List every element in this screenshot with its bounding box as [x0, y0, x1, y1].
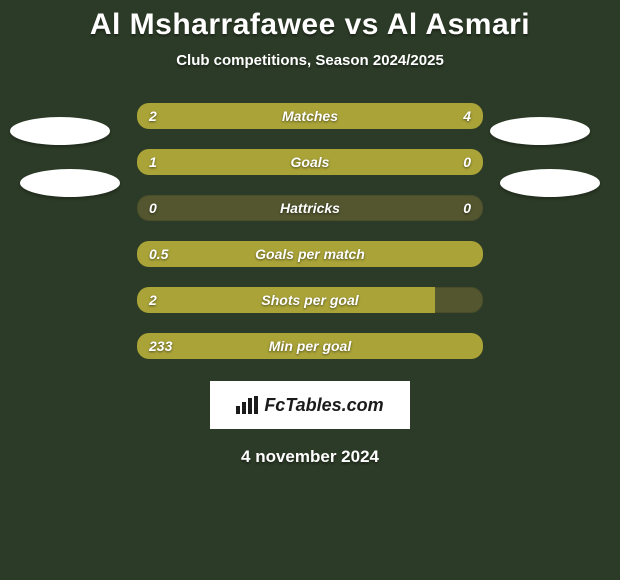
metric-label: Goals [291, 154, 330, 170]
right-value: 0 [463, 154, 471, 170]
left-value: 0.5 [149, 246, 168, 262]
decorative-oval [490, 117, 590, 145]
right-segment [241, 103, 483, 129]
metric-label: Min per goal [269, 338, 351, 354]
decorative-oval [500, 169, 600, 197]
bar-chart-icon [236, 396, 258, 414]
stat-row: 1 0 Goals [137, 149, 483, 175]
metric-label: Shots per goal [261, 292, 358, 308]
metric-label: Hattricks [280, 200, 340, 216]
left-value: 2 [149, 292, 157, 308]
right-value: 0 [463, 200, 471, 216]
brand-badge: FcTables.com [210, 381, 410, 429]
decorative-oval [10, 117, 110, 145]
bars-container: 2 4 Matches 1 0 Goals 0 0 Hattricks 0.5 Goals per … [137, 103, 483, 379]
left-segment [137, 149, 400, 175]
stat-row: 233 Min per goal [137, 333, 483, 359]
stat-row: 2 Shots per goal [137, 287, 483, 313]
date-text: 4 november 2024 [0, 447, 620, 467]
left-value: 233 [149, 338, 172, 354]
stat-row: 0.5 Goals per match [137, 241, 483, 267]
decorative-oval [20, 169, 120, 197]
stat-row: 0 0 Hattricks [137, 195, 483, 221]
stat-row: 2 4 Matches [137, 103, 483, 129]
chart-area: 2 4 Matches 1 0 Goals 0 0 Hattricks 0.5 Goals per … [0, 103, 620, 373]
right-value: 4 [463, 108, 471, 124]
subtitle: Club competitions, Season 2024/2025 [0, 42, 620, 69]
left-value: 1 [149, 154, 157, 170]
left-value: 0 [149, 200, 157, 216]
brand-text: FcTables.com [264, 395, 383, 416]
page-title: Al Msharrafawee vs Al Asmari [0, 0, 620, 42]
comparison-infographic: Al Msharrafawee vs Al Asmari Club compet… [0, 0, 620, 580]
metric-label: Goals per match [255, 246, 365, 262]
left-value: 2 [149, 108, 157, 124]
metric-label: Matches [282, 108, 338, 124]
